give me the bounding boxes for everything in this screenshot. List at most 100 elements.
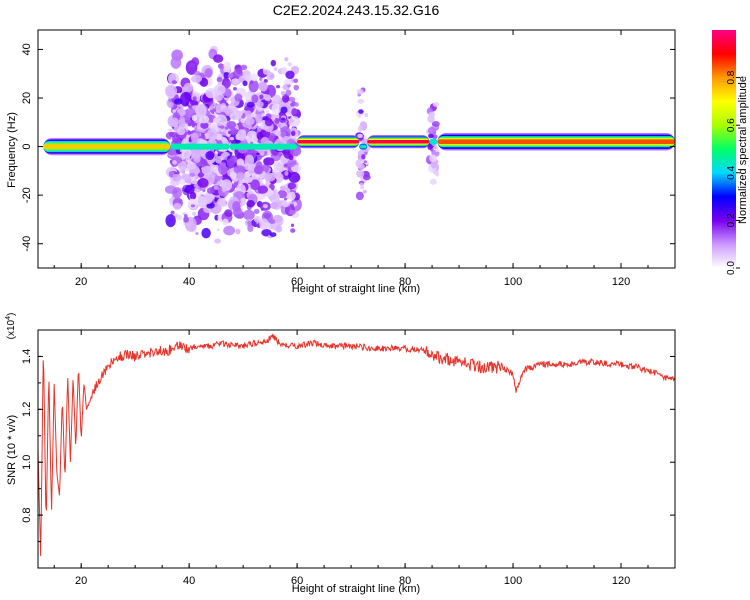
spectral-point bbox=[230, 112, 240, 121]
spectral-point bbox=[192, 211, 197, 216]
spectrogram-border bbox=[37, 29, 676, 269]
spectral-point bbox=[215, 114, 228, 127]
x-tick-label: 20 bbox=[75, 575, 87, 587]
spectral-point bbox=[274, 117, 280, 125]
colorbar-tick-label: 0.2 bbox=[726, 213, 737, 227]
spectral-point bbox=[167, 101, 174, 109]
spectral-point bbox=[191, 115, 198, 122]
spectral-point bbox=[290, 228, 296, 233]
spectral-point bbox=[216, 76, 223, 83]
spectral-point bbox=[263, 78, 268, 83]
spectral-point bbox=[293, 84, 300, 91]
snr-border bbox=[37, 329, 676, 569]
spectral-point bbox=[206, 128, 218, 141]
y-tick-label: 0 bbox=[21, 144, 33, 150]
y-tick-label: 1.2 bbox=[21, 402, 33, 417]
x-tick-label: 40 bbox=[183, 276, 195, 288]
spectral-point bbox=[206, 187, 215, 194]
spectral-point bbox=[288, 172, 301, 183]
spectral-point bbox=[284, 197, 288, 201]
spectral-point bbox=[179, 165, 186, 174]
spectral-band bbox=[437, 139, 675, 145]
spectral-point bbox=[172, 135, 180, 144]
spectral-point bbox=[184, 184, 195, 194]
spectral-point bbox=[284, 57, 289, 62]
spectral-point bbox=[428, 111, 436, 117]
spectral-point bbox=[180, 105, 184, 109]
spectral-point bbox=[294, 102, 299, 107]
spectral-point bbox=[242, 80, 248, 87]
spectral-point bbox=[272, 94, 282, 105]
spectral-point bbox=[165, 84, 178, 98]
x-tick-label: 120 bbox=[612, 575, 630, 587]
spectral-point bbox=[435, 173, 439, 177]
spectral-point bbox=[204, 68, 213, 78]
spectral-point bbox=[223, 225, 236, 236]
spectral-point bbox=[285, 70, 295, 80]
spectral-point bbox=[197, 178, 209, 188]
spectral-point bbox=[236, 158, 245, 168]
spectral-band bbox=[43, 144, 171, 149]
spectral-point bbox=[264, 118, 273, 127]
spectral-point bbox=[250, 73, 259, 82]
spectral-point bbox=[294, 133, 299, 138]
colorbar-tick-label: 0.6 bbox=[726, 118, 737, 132]
y-tick-label: 1.4 bbox=[21, 349, 33, 364]
y-tick-label: 1.0 bbox=[21, 455, 33, 470]
spectral-point bbox=[357, 125, 363, 132]
spectral-point bbox=[219, 125, 225, 129]
spectral-point bbox=[288, 116, 301, 127]
spectral-point bbox=[170, 56, 182, 69]
spectral-point bbox=[240, 197, 247, 204]
spectral-point bbox=[280, 106, 288, 114]
spectral-point bbox=[429, 178, 437, 185]
spectral-point bbox=[176, 214, 183, 221]
spectral-point bbox=[364, 112, 369, 118]
snr-y-axis: 0.8 1.0 1.2 1.4 bbox=[21, 349, 675, 543]
snr-x-axis: 20 40 60 80 100 120 bbox=[53, 330, 676, 587]
spectral-point bbox=[246, 130, 259, 146]
spectral-point bbox=[236, 129, 247, 142]
spectral-point bbox=[258, 101, 264, 108]
spectral-point bbox=[172, 173, 182, 182]
spectral-point bbox=[290, 130, 296, 137]
spectral-point bbox=[264, 94, 272, 102]
spectral-point bbox=[172, 160, 177, 165]
spectral-point bbox=[223, 61, 231, 71]
spectral-point bbox=[259, 94, 264, 100]
spectral-point bbox=[265, 110, 270, 113]
x-tick-label: 100 bbox=[504, 575, 522, 587]
spectral-band bbox=[176, 145, 224, 149]
spectral-point bbox=[269, 232, 277, 237]
spectral-point bbox=[261, 229, 272, 237]
spectral-point bbox=[263, 157, 275, 166]
spectral-point bbox=[245, 92, 251, 100]
spectrogram-y-axis: -40 -20 0 20 40 bbox=[21, 43, 675, 252]
spectral-point bbox=[185, 156, 191, 164]
spectral-point bbox=[273, 67, 278, 71]
spectral-point bbox=[273, 214, 283, 223]
x-tick-label: 80 bbox=[399, 575, 411, 587]
spectral-point bbox=[281, 117, 286, 121]
spectral-band bbox=[236, 145, 291, 149]
spectral-point bbox=[170, 210, 175, 215]
spectral-point bbox=[282, 93, 290, 103]
colorbar-tick-label: 0.4 bbox=[726, 165, 737, 179]
spectral-point bbox=[255, 113, 263, 124]
spectral-point bbox=[246, 200, 255, 208]
spectral-point bbox=[194, 187, 201, 193]
spectral-point bbox=[216, 228, 220, 231]
x-tick-label: 80 bbox=[399, 276, 411, 288]
figure-title: C2E2.2024.243.15.32.G16 bbox=[273, 2, 440, 18]
spectral-point bbox=[217, 162, 229, 176]
spectrogram-x-label: Height of straight line (km) bbox=[292, 283, 420, 295]
spectral-point bbox=[270, 202, 279, 210]
colorbar-tick-label: 0.0 bbox=[726, 261, 737, 275]
spectral-point bbox=[293, 78, 299, 83]
spectral-point bbox=[185, 168, 190, 172]
y-tick-label: -20 bbox=[21, 187, 33, 203]
snr-panel: 20 40 60 80 100 120 0.8 1.0 1.2 1.4 Height of st… bbox=[5, 313, 676, 595]
spectral-point bbox=[171, 80, 177, 85]
spectral-point bbox=[215, 134, 223, 141]
spectral-point bbox=[189, 191, 197, 200]
